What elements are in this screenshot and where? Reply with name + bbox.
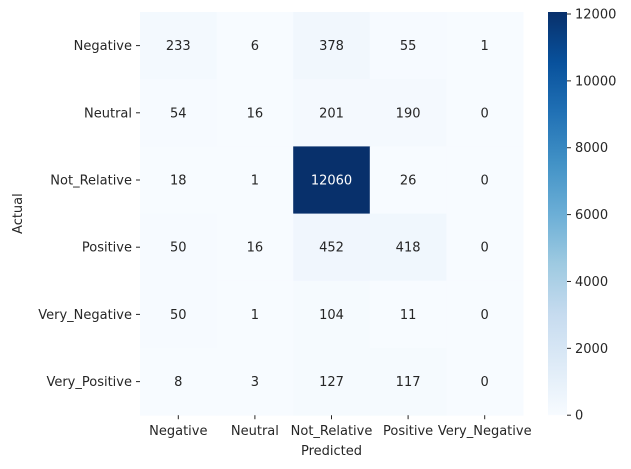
cell-value-label: 55 [400, 39, 417, 54]
cell-value-label: 0 [481, 106, 489, 121]
cell-Not_Relative-Very_Negative [446, 146, 524, 215]
cell-Very_Negative-Positive [369, 280, 447, 349]
cell-Neutral-Not_Relative [293, 79, 371, 147]
x-tick-label: Neutral [231, 424, 279, 439]
cell-value-label: 418 [396, 241, 421, 256]
cell-Not_Relative-Neutral [216, 146, 294, 215]
cell-Positive-Very_Negative [446, 213, 524, 282]
colorbar-tick-label: 12000 [575, 8, 616, 23]
cell-Positive-Positive [369, 213, 447, 282]
cell-value-label: 26 [400, 174, 417, 189]
cell-Negative-Very_Negative [446, 12, 524, 80]
colorbar-tick-label: 2000 [575, 342, 608, 357]
cell-Neutral-Negative [140, 79, 218, 147]
cell-value-label: 12060 [311, 174, 352, 189]
heatmap-cells [140, 12, 524, 416]
cell-value-label: 3 [251, 375, 259, 390]
cell-Negative-Negative [140, 12, 218, 80]
cell-value-label: 0 [481, 174, 489, 189]
cell-Not_Relative-Not_Relative [293, 146, 371, 215]
cell-Negative-Not_Relative [293, 12, 371, 80]
cell-value-label: 1 [251, 174, 259, 189]
cell-Very_Negative-Not_Relative [293, 280, 371, 349]
cell-value-label: 0 [481, 308, 489, 323]
cell-Very_Positive-Not_Relative [293, 348, 371, 416]
cell-value-label: 6 [251, 39, 259, 54]
cell-Not_Relative-Negative [140, 146, 218, 215]
cell-value-label: 201 [319, 106, 344, 121]
cell-value-label: 16 [247, 106, 264, 121]
x-tick-label: Positive [383, 424, 433, 439]
cell-value-label: 378 [319, 39, 344, 54]
cell-Neutral-Very_Negative [446, 79, 524, 147]
y-axis-label: Actual [11, 193, 26, 234]
cell-value-label: 16 [247, 241, 264, 256]
x-tick-label: Very_Negative [438, 424, 532, 439]
cell-Positive-Not_Relative [293, 213, 371, 282]
cell-Neutral-Positive [369, 79, 447, 147]
cell-value-label: 0 [481, 241, 489, 256]
y-tick-label: Positive [82, 241, 132, 256]
cell-Positive-Negative [140, 213, 218, 282]
colorbar-tick-label: 0 [575, 409, 583, 424]
y-axis-ticks: Negative Neutral Not_Relative Positive Very_… [38, 39, 140, 390]
cell-Very_Positive-Positive [369, 348, 447, 416]
cell-value-label: 1 [481, 39, 489, 54]
cell-Very_Negative-Neutral [216, 280, 294, 349]
cell-Very_Negative-Very_Negative [446, 280, 524, 349]
colorbar-ticks: 0 2000 4000 6000 8000 10000 12000 [567, 8, 616, 424]
cell-value-label: 117 [396, 375, 421, 390]
cell-value-label: 1 [251, 308, 259, 323]
cell-Negative-Neutral [216, 12, 294, 80]
cell-Positive-Neutral [216, 213, 294, 282]
y-tick-label: Very_Positive [46, 375, 132, 390]
cell-Very_Positive-Negative [140, 348, 218, 416]
colorbar: 0 2000 4000 6000 8000 10000 12000 [548, 8, 616, 424]
colorbar-tick-label: 6000 [575, 208, 608, 223]
cell-value-label: 233 [166, 39, 191, 54]
y-tick-label: Very_Negative [38, 308, 132, 323]
cell-value-label: 50 [170, 308, 187, 323]
x-axis-ticks: Negative Neutral Not_Relative Positive Very_… [149, 415, 532, 439]
colorbar-tick-label: 4000 [575, 275, 608, 290]
cell-value-label: 54 [170, 106, 187, 121]
cell-Very_Negative-Negative [140, 280, 218, 349]
colorbar-gradient [548, 12, 567, 416]
colorbar-tick-label: 8000 [575, 141, 608, 156]
cell-value-label: 452 [319, 241, 344, 256]
x-tick-label: Negative [149, 424, 207, 439]
cell-value-label: 104 [319, 308, 344, 323]
heatmap-annotations: 233 6 378 55 154 16 201 190 018 1 12060 26 050 16 452 4… [166, 39, 489, 390]
x-tick-label: Not_Relative [291, 424, 373, 439]
cell-value-label: 127 [319, 375, 344, 390]
cell-value-label: 0 [481, 375, 489, 390]
cell-value-label: 11 [400, 308, 417, 323]
cell-Neutral-Neutral [216, 79, 294, 147]
cell-value-label: 50 [170, 241, 187, 256]
colorbar-tick-label: 10000 [575, 74, 616, 89]
cell-Very_Positive-Very_Negative [446, 348, 524, 416]
cell-value-label: 190 [396, 106, 421, 121]
y-tick-label: Negative [74, 39, 132, 54]
cell-value-label: 8 [174, 375, 182, 390]
cell-Very_Positive-Neutral [216, 348, 294, 416]
y-tick-label: Neutral [84, 106, 132, 121]
cell-Negative-Positive [369, 12, 447, 80]
x-axis-label: Predicted [301, 444, 362, 459]
cell-value-label: 18 [170, 174, 187, 189]
y-tick-label: Not_Relative [50, 174, 132, 189]
cell-Not_Relative-Positive [369, 146, 447, 215]
